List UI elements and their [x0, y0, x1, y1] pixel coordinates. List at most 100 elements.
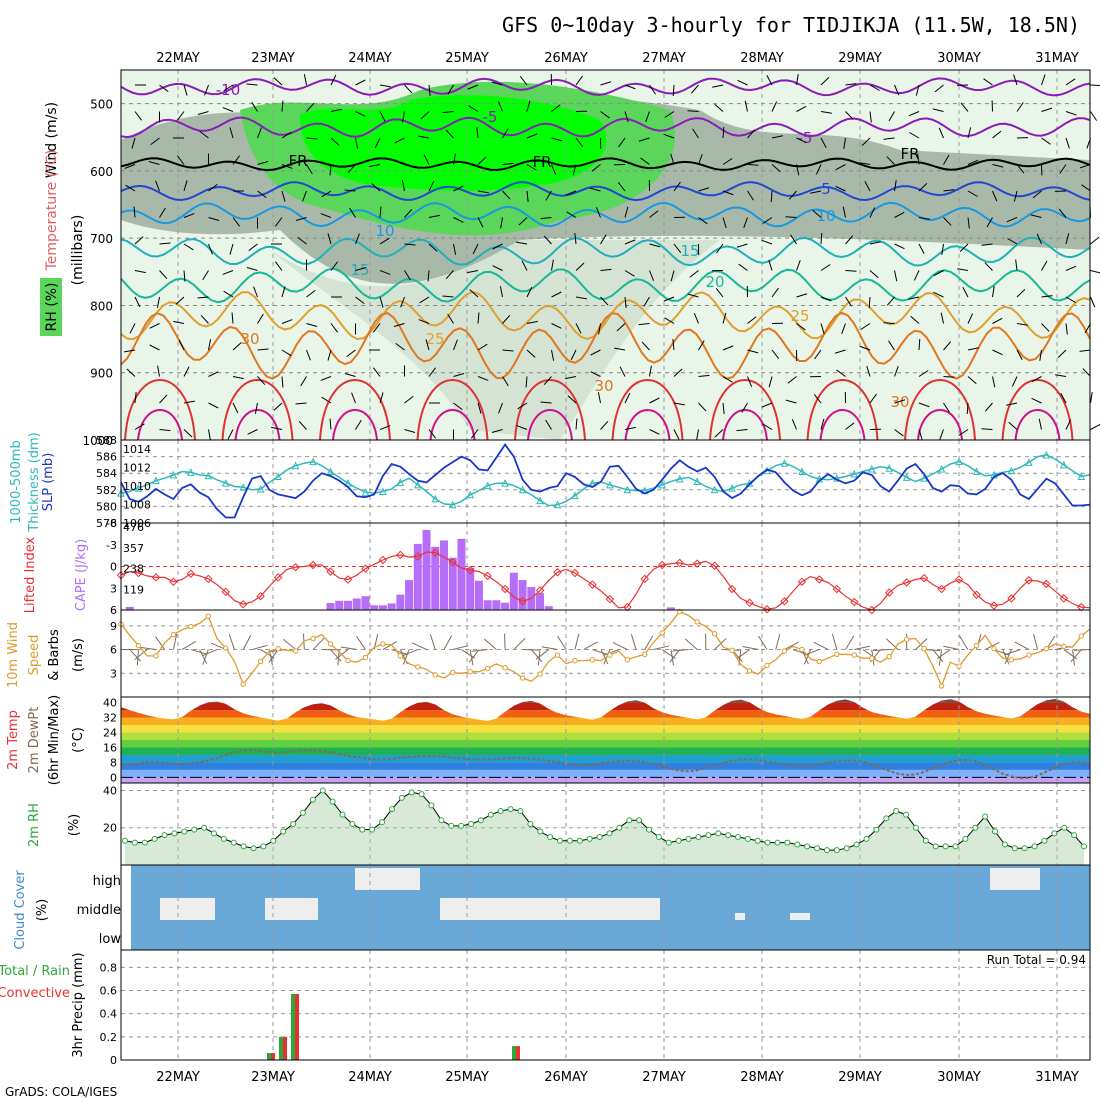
thickness-point: [501, 479, 509, 487]
wind10m-barb: [775, 633, 781, 650]
wind-barb: [351, 392, 356, 404]
wind-barb: [232, 217, 241, 227]
wind10m-barb: [330, 649, 342, 662]
rh2m-panel: 40 20 2m RH (%): [27, 782, 1091, 866]
wind-barb: [714, 103, 724, 112]
rh2m-point: [754, 837, 761, 844]
wind-barb: [820, 264, 831, 271]
rh2m-axis-label-2: (%): [67, 814, 82, 837]
cape-bar: [405, 580, 414, 610]
wind-barb: [918, 243, 925, 254]
wind-barb: [183, 366, 190, 377]
wind-barb: [1065, 233, 1070, 245]
rh2m-point: [645, 826, 652, 833]
wind-barb: [768, 259, 773, 271]
wind-barb: [747, 190, 754, 201]
thickness-tick: 578: [96, 517, 117, 530]
wind-barb: [787, 376, 797, 384]
precip-axis-label: 3hr Precip (mm): [71, 952, 86, 1057]
contour-30: [120, 311, 1091, 380]
wind-barb: [131, 137, 136, 149]
precip-tick: 0.4: [100, 1008, 118, 1021]
wind-barb: [204, 84, 209, 96]
thickness-axis-label-2: Thickness (dm): [27, 432, 42, 532]
wind-barb: [1016, 102, 1024, 112]
wind-barb: [649, 243, 661, 248]
wind-barb: [886, 156, 895, 165]
wind-barb: [572, 164, 577, 176]
wind-barb: [766, 75, 773, 86]
wind-barb: [1039, 349, 1042, 361]
rh2m-point: [1051, 830, 1058, 837]
cloud-panel: high middle low Cloud Cover (%): [13, 864, 1091, 951]
wind-barb: [551, 349, 555, 361]
wind-barb: [791, 419, 797, 430]
lifted-index-point: [919, 573, 929, 583]
lifted-index-point: [431, 548, 440, 557]
wind-barb: [624, 392, 631, 404]
wind-barb: [1060, 393, 1067, 404]
contour-40: [137, 409, 183, 441]
wind-barb: [355, 233, 360, 245]
rh2m-point: [665, 839, 672, 846]
rh2m-point: [784, 839, 791, 846]
wind10m-barb: [670, 649, 674, 666]
wind-barb: [943, 189, 955, 192]
wind-barb: [796, 164, 800, 176]
wind-barb: [845, 296, 852, 307]
wind-barb: [820, 111, 832, 114]
wind-barb: [1055, 374, 1067, 377]
wind-barb: [329, 164, 332, 176]
contour-40: [819, 409, 866, 441]
wind-barb: [722, 402, 725, 414]
wind-barb: [845, 235, 854, 245]
wind10m-barb: [1004, 649, 1012, 665]
wind-barb: [687, 110, 699, 112]
wind-barb: [281, 319, 293, 324]
lifted-index-point: [745, 598, 754, 607]
wind-barb: [330, 108, 342, 112]
wind10m-point: [205, 613, 211, 620]
wind-barb: [545, 190, 552, 201]
wind-barb: [394, 159, 405, 165]
wind10m-point: [327, 641, 334, 647]
thickness-point: [518, 485, 527, 494]
wind-barb: [600, 268, 612, 271]
temperature-band: [121, 725, 1090, 733]
wind-barb: [183, 84, 188, 96]
wind-barb: [425, 339, 430, 351]
wind-barb: [835, 185, 846, 192]
wind10m-barb: [915, 638, 928, 650]
wind-barb: [722, 376, 733, 383]
rh2m-point: [675, 837, 682, 844]
wind10m-axis-label-2: Speed: [27, 635, 42, 676]
wind10m-point: [694, 619, 700, 625]
wind-barb: [306, 102, 315, 112]
wind-barb: [785, 216, 797, 218]
rh2m-point: [1021, 845, 1028, 852]
wind-barb: [302, 190, 307, 202]
wind-barb: [820, 137, 827, 148]
wind-barb: [491, 429, 503, 434]
rh2m-point: [141, 839, 148, 846]
wind-barb: [983, 78, 993, 86]
cape-bar: [343, 600, 352, 610]
wind-barb: [698, 340, 705, 351]
wind-barb: [673, 181, 681, 192]
wind10m-barb: [312, 637, 325, 650]
wind-barb: [1041, 295, 1053, 298]
wind-barb: [698, 217, 708, 225]
rh2m-point: [181, 828, 188, 835]
wind-barb: [845, 270, 857, 272]
wind10m-point: [153, 653, 159, 659]
lifted-index-point: [692, 559, 702, 568]
wind-barb: [869, 111, 872, 123]
temperature-band: [121, 740, 1090, 748]
wind-barb: [859, 162, 871, 165]
wind-barb: [1090, 392, 1093, 404]
rh2m-point: [853, 841, 860, 848]
wind-barb: [229, 243, 234, 255]
wind-barb: [722, 217, 727, 229]
wind-barb: [967, 217, 970, 229]
wind10m-point: [886, 653, 892, 660]
